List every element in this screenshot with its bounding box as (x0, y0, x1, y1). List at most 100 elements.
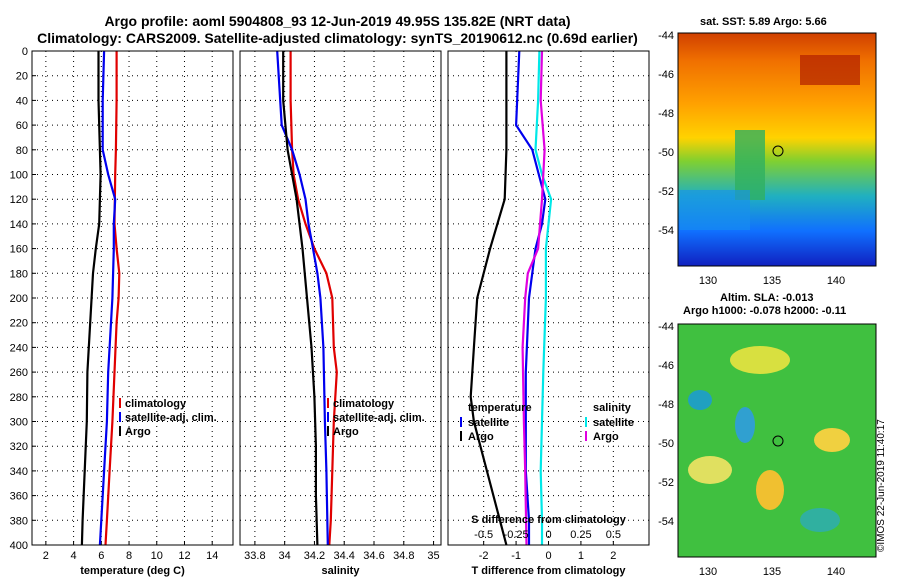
x-tick-label: 14 (206, 550, 218, 562)
y-tick-label: 120 (10, 194, 28, 206)
s-tick-label: -0.25 (504, 529, 529, 541)
map-x-tick-label: 135 (763, 566, 781, 578)
legend-label: climatology (125, 398, 187, 410)
chart-panel-temperature: 2 4 6 8 10 12 14020406080100120140160180200220… (10, 46, 234, 577)
series-line-temperature-argo (469, 51, 508, 546)
legend-label: Argo (125, 426, 151, 438)
map-y-tick-label: -44 (658, 321, 674, 333)
chart-panel-salinity: 33.8 34 34.2 34.4 34.6 34.8 35 salinity climatol… (239, 50, 442, 577)
credit-text: ©IMOS 22-Jun-2019 11:40:17 (876, 419, 887, 552)
legend-label: satellite-adj. clim. (125, 412, 217, 424)
y-tick-label: 240 (10, 342, 28, 354)
s-tick-label: 0.25 (570, 529, 591, 541)
map-y-tick-label: -52 (658, 477, 674, 489)
x-axis-label: temperature (deg C) (80, 565, 185, 577)
plot-frame (239, 50, 442, 546)
y-tick-label: 220 (10, 318, 28, 330)
y-tick-label: 40 (16, 95, 28, 107)
legend-title-temperature: temperature (468, 402, 532, 414)
plot-frame (447, 50, 650, 546)
map-x-tick-label: 130 (699, 275, 717, 287)
legend-label: climatology (333, 398, 395, 410)
map-y-tick-label: -50 (658, 438, 674, 450)
chart-panel-difference: -2 -1 0 1 2 T difference from climatology temp… (447, 50, 650, 577)
y-tick-label: 80 (16, 145, 28, 157)
map-axes-sst: -44 -46 -48 -50 -52 -54 130 135 140 (658, 30, 845, 287)
x-tick-label: 8 (126, 550, 132, 562)
x-tick-label: -2 (479, 550, 489, 562)
sla-map-title: Altim. SLA: -0.013 (720, 292, 814, 304)
x-tick-label: 34.4 (334, 550, 355, 562)
x-tick-label: -1 (511, 550, 521, 562)
x-tick-label: 2 (43, 550, 49, 562)
x-tick-label: 34.6 (363, 550, 384, 562)
map-y-tick-label: -52 (658, 186, 674, 198)
legend-label: Argo (333, 426, 359, 438)
x-tick-label: 34.8 (393, 550, 414, 562)
map-y-tick-label: -54 (658, 516, 674, 528)
series-line-satellite-adj-clim- (276, 50, 329, 546)
y-tick-label: 320 (10, 441, 28, 453)
sst-map (677, 32, 877, 267)
map-y-tick-label: -44 (658, 30, 674, 42)
series-line-salinity-satellite (534, 50, 553, 545)
x-tick-label: 1 (578, 550, 584, 562)
x-tick-label: 6 (98, 550, 104, 562)
legend-title-salinity: salinity (593, 402, 632, 414)
x-tick-label: 35 (427, 550, 439, 562)
legend-label: satellite (468, 417, 509, 429)
x-tick-label: 34.2 (304, 550, 325, 562)
series-line-climatology (104, 51, 121, 546)
plot-frame (31, 50, 234, 546)
map-x-tick-label: 135 (763, 275, 781, 287)
chart-subtitle: Climatology: CARS2009. Satellite-adjuste… (37, 30, 638, 46)
y-tick-label: 400 (10, 540, 28, 552)
y-tick-label: 260 (10, 367, 28, 379)
map-x-tick-label: 130 (699, 566, 717, 578)
map-axes-sla: -44 -46 -48 -50 -52 -54 130 135 140 (658, 321, 845, 578)
series-line-satellite-adj-clim- (98, 50, 117, 546)
map-y-tick-label: -48 (658, 108, 674, 120)
x-tick-label: 4 (71, 550, 77, 562)
sla-float-marker (772, 435, 784, 447)
x-tick-label: 2 (610, 550, 616, 562)
x-tick-label: 10 (151, 550, 163, 562)
s-axis-label: S difference from climatology (471, 514, 627, 526)
series-line-climatology (289, 51, 338, 546)
y-tick-label: 200 (10, 293, 28, 305)
map-x-tick-label: 140 (827, 566, 845, 578)
y-tick-label: 160 (10, 244, 28, 256)
x-axis-label: T difference from climatology (471, 565, 626, 577)
sla-map (677, 323, 877, 558)
y-tick-label: 300 (10, 417, 28, 429)
x-tick-label: 34 (279, 550, 291, 562)
series-line-argo (282, 51, 319, 546)
y-tick-label: 180 (10, 268, 28, 280)
s-tick-label: -0.5 (474, 529, 493, 541)
y-tick-label: 20 (16, 71, 28, 83)
sst-map-title: sat. SST: 5.89 Argo: 5.66 (700, 16, 827, 28)
y-tick-label: 100 (10, 170, 28, 182)
map-y-tick-label: -46 (658, 360, 674, 372)
x-tick-label: 0 (545, 550, 551, 562)
map-y-tick-label: -48 (658, 399, 674, 411)
legend-label: Argo (593, 431, 619, 443)
s-tick-label: 0.5 (606, 529, 621, 541)
x-tick-label: 33.8 (244, 550, 265, 562)
sla-map-subtitle: Argo h1000: -0.078 h2000: -0.11 (683, 305, 847, 317)
series-line-argo (80, 51, 102, 546)
y-tick-label: 140 (10, 219, 28, 231)
y-tick-label: 380 (10, 515, 28, 527)
y-tick-label: 280 (10, 392, 28, 404)
map-x-tick-label: 140 (827, 275, 845, 287)
s-tick-label: 0 (545, 529, 551, 541)
legend-label: Argo (468, 431, 494, 443)
legend-label: satellite (593, 417, 634, 429)
x-axis-label: salinity (322, 565, 361, 577)
chart-title: Argo profile: aoml 5904808_93 12-Jun-201… (104, 13, 571, 29)
y-tick-label: 0 (22, 46, 28, 58)
x-tick-label: 12 (178, 550, 190, 562)
map-y-tick-label: -46 (658, 69, 674, 81)
map-y-tick-label: -54 (658, 225, 674, 237)
